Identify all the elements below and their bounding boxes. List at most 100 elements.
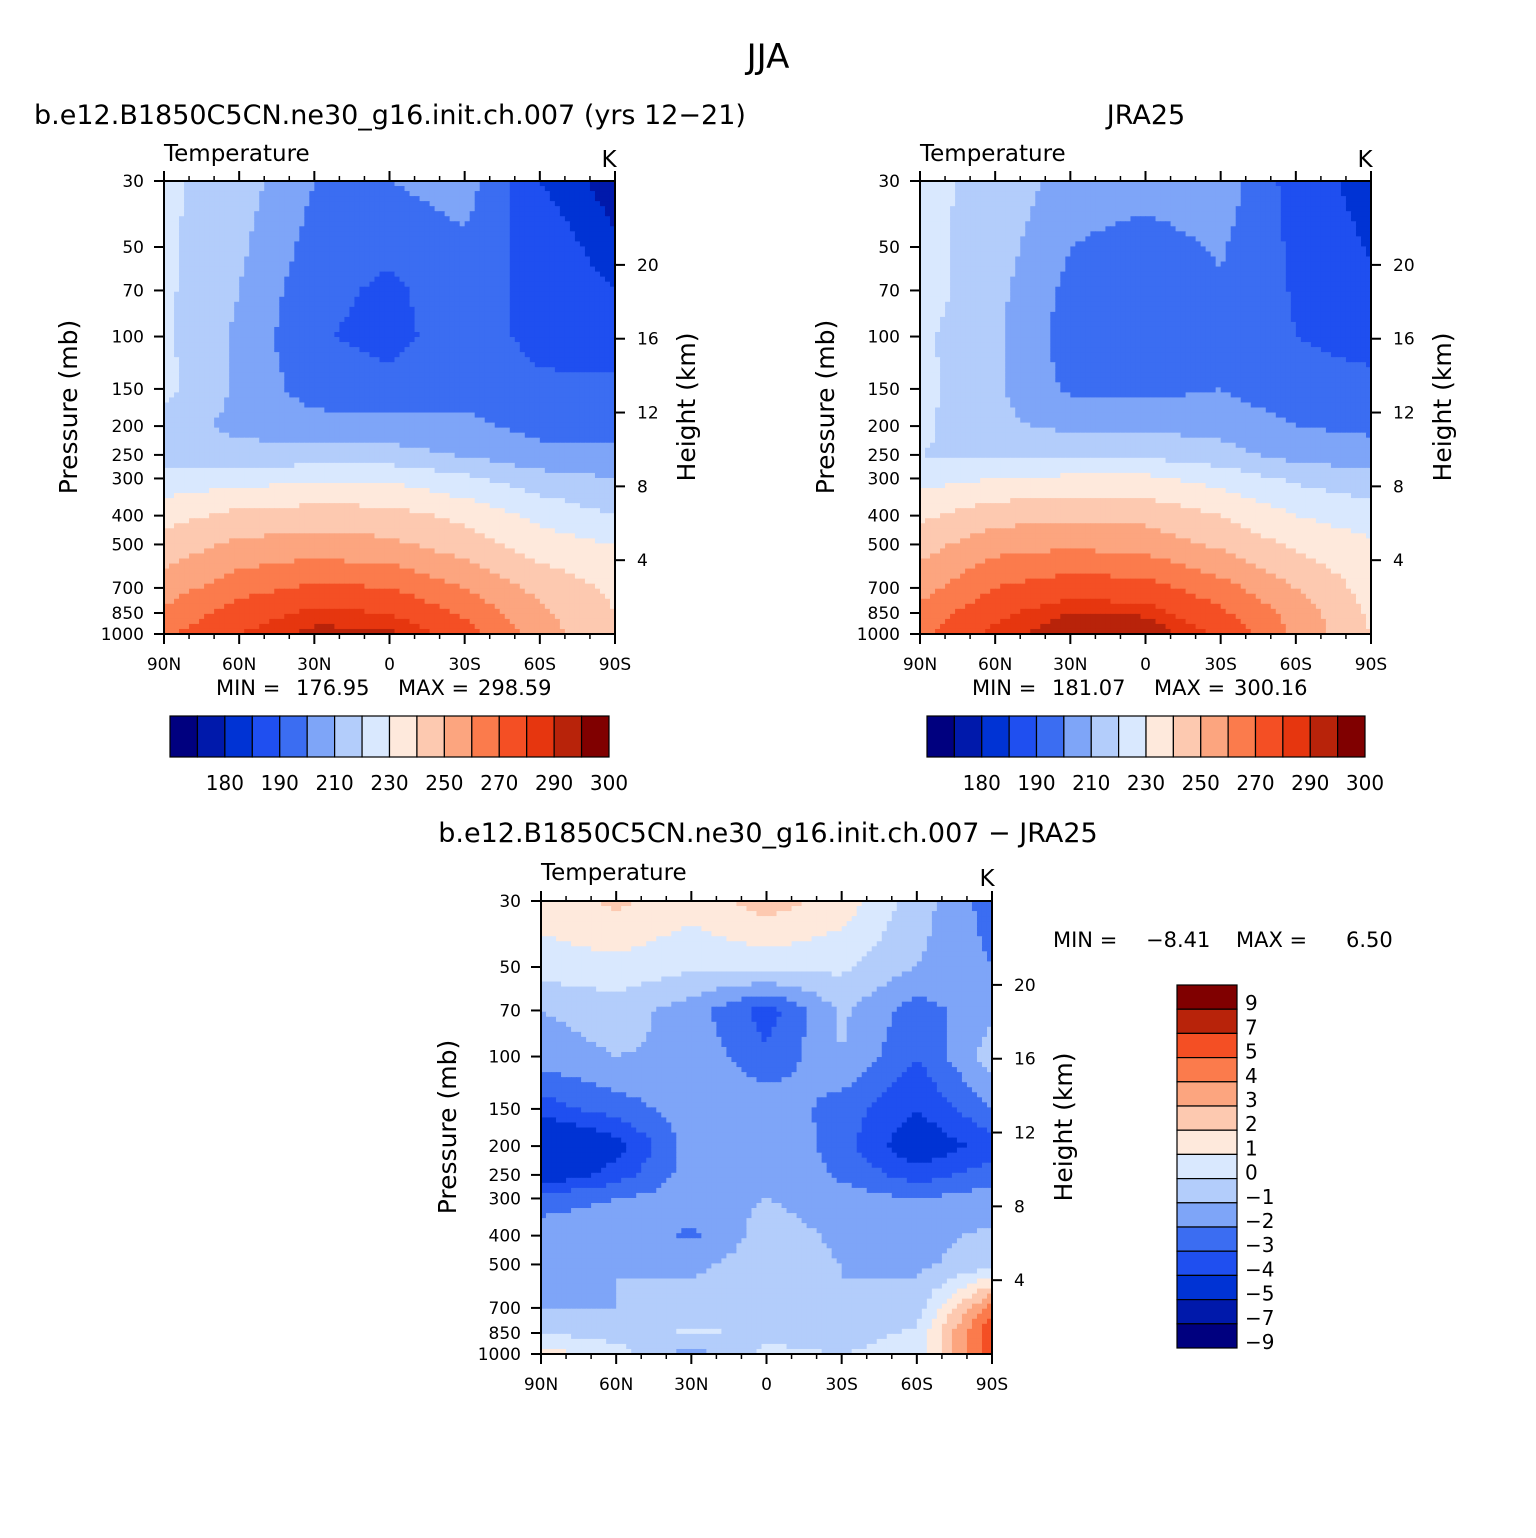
heatmap-cell — [214, 267, 220, 273]
heatmap-cell — [490, 312, 496, 318]
heatmap-cell — [199, 206, 205, 212]
heatmap-cell — [379, 382, 385, 388]
heatmap-cell — [605, 201, 611, 207]
heatmap-cell — [460, 292, 466, 298]
heatmap-cell — [595, 322, 601, 328]
heatmap-cell — [570, 267, 576, 273]
heatmap-cell — [169, 458, 175, 464]
heatmap-cell — [359, 372, 365, 378]
heatmap-cell — [349, 282, 355, 288]
heatmap-cell — [169, 433, 175, 439]
heatmap-cell — [299, 196, 305, 202]
heatmap-cell — [395, 367, 401, 373]
heatmap-cell — [460, 302, 466, 308]
heatmap-cell — [440, 392, 446, 398]
heatmap-cell — [405, 337, 411, 343]
heatmap-cell — [244, 272, 250, 278]
heatmap-cell — [600, 272, 606, 278]
heatmap-cell — [480, 206, 486, 212]
heatmap-cell — [199, 267, 205, 273]
heatmap-cell — [324, 277, 330, 283]
heatmap-cell — [219, 216, 225, 222]
heatmap-cell — [219, 408, 225, 414]
heatmap-cell — [244, 196, 250, 202]
heatmap-cell — [495, 312, 501, 318]
heatmap-cell — [515, 438, 521, 444]
heatmap-cell — [530, 362, 536, 368]
heatmap-cell — [480, 352, 486, 358]
heatmap-cell — [495, 337, 501, 343]
heatmap-cell — [254, 251, 260, 257]
heatmap-cell — [219, 418, 225, 424]
heatmap-cell — [254, 428, 260, 434]
heatmap-cell — [410, 362, 416, 368]
heatmap-cell — [269, 342, 275, 348]
heatmap-cell — [199, 297, 205, 303]
heatmap-cell — [184, 216, 190, 222]
heatmap-cell — [199, 322, 205, 328]
heatmap-cell — [199, 413, 205, 419]
heatmap-cell — [465, 453, 471, 459]
heatmap-cell — [354, 312, 360, 318]
heatmap-cell — [585, 201, 591, 207]
heatmap-cell — [605, 413, 611, 419]
heatmap-cell — [264, 226, 270, 232]
heatmap-cell — [289, 277, 295, 283]
heatmap-cell — [169, 231, 175, 237]
heatmap-cell — [430, 277, 436, 283]
heatmap-cell — [329, 397, 335, 403]
heatmap-cell — [229, 226, 235, 232]
heatmap-cell — [410, 272, 416, 278]
heatmap-cell — [284, 246, 290, 252]
heatmap-cell — [490, 433, 496, 439]
heatmap-cell — [314, 216, 320, 222]
heatmap-cell — [400, 287, 406, 293]
heatmap-cell — [545, 216, 551, 222]
heatmap-cell — [344, 433, 350, 439]
heatmap-cell — [445, 302, 451, 308]
heatmap-cell — [490, 413, 496, 419]
heatmap-cell — [555, 246, 561, 252]
heatmap-cell — [344, 423, 350, 429]
heatmap-cell — [384, 317, 390, 323]
heatmap-cell — [540, 186, 546, 192]
heatmap-cell — [294, 257, 300, 263]
heatmap-cell — [415, 292, 421, 298]
heatmap-cell — [550, 302, 556, 308]
heatmap-cell — [595, 402, 601, 408]
heatmap-cell — [254, 216, 260, 222]
heatmap-cell — [565, 226, 571, 232]
heatmap-cell — [369, 428, 375, 434]
heatmap-cell — [234, 327, 240, 333]
heatmap-cell — [475, 282, 481, 288]
heatmap-cell — [510, 453, 516, 459]
heatmap-cell — [174, 453, 180, 459]
heatmap-cell — [369, 362, 375, 368]
heatmap-cell — [189, 392, 195, 398]
heatmap-cell — [214, 211, 220, 217]
heatmap-cell — [334, 402, 340, 408]
heatmap-cell — [319, 402, 325, 408]
heatmap-cell — [540, 201, 546, 207]
heatmap-cell — [480, 231, 486, 237]
heatmap-cell — [475, 392, 481, 398]
heatmap-cell — [510, 423, 516, 429]
heatmap-cell — [334, 397, 340, 403]
heatmap-cell — [450, 443, 456, 449]
heatmap-cell — [535, 402, 541, 408]
heatmap-cell — [595, 307, 601, 313]
heatmap-cell — [179, 236, 185, 242]
heatmap-cell — [490, 302, 496, 308]
heatmap-cell — [565, 277, 571, 283]
heatmap-cell — [495, 367, 501, 373]
heatmap-cell — [309, 418, 315, 424]
heatmap-cell — [475, 352, 481, 358]
heatmap-cell — [390, 342, 396, 348]
heatmap-cell — [460, 277, 466, 283]
heatmap-cell — [324, 377, 330, 383]
heatmap-cell — [314, 408, 320, 414]
heatmap-cell — [395, 267, 401, 273]
heatmap-cell — [329, 262, 335, 268]
min-value: 176.95 — [296, 676, 369, 700]
heatmap-cell — [334, 267, 340, 273]
